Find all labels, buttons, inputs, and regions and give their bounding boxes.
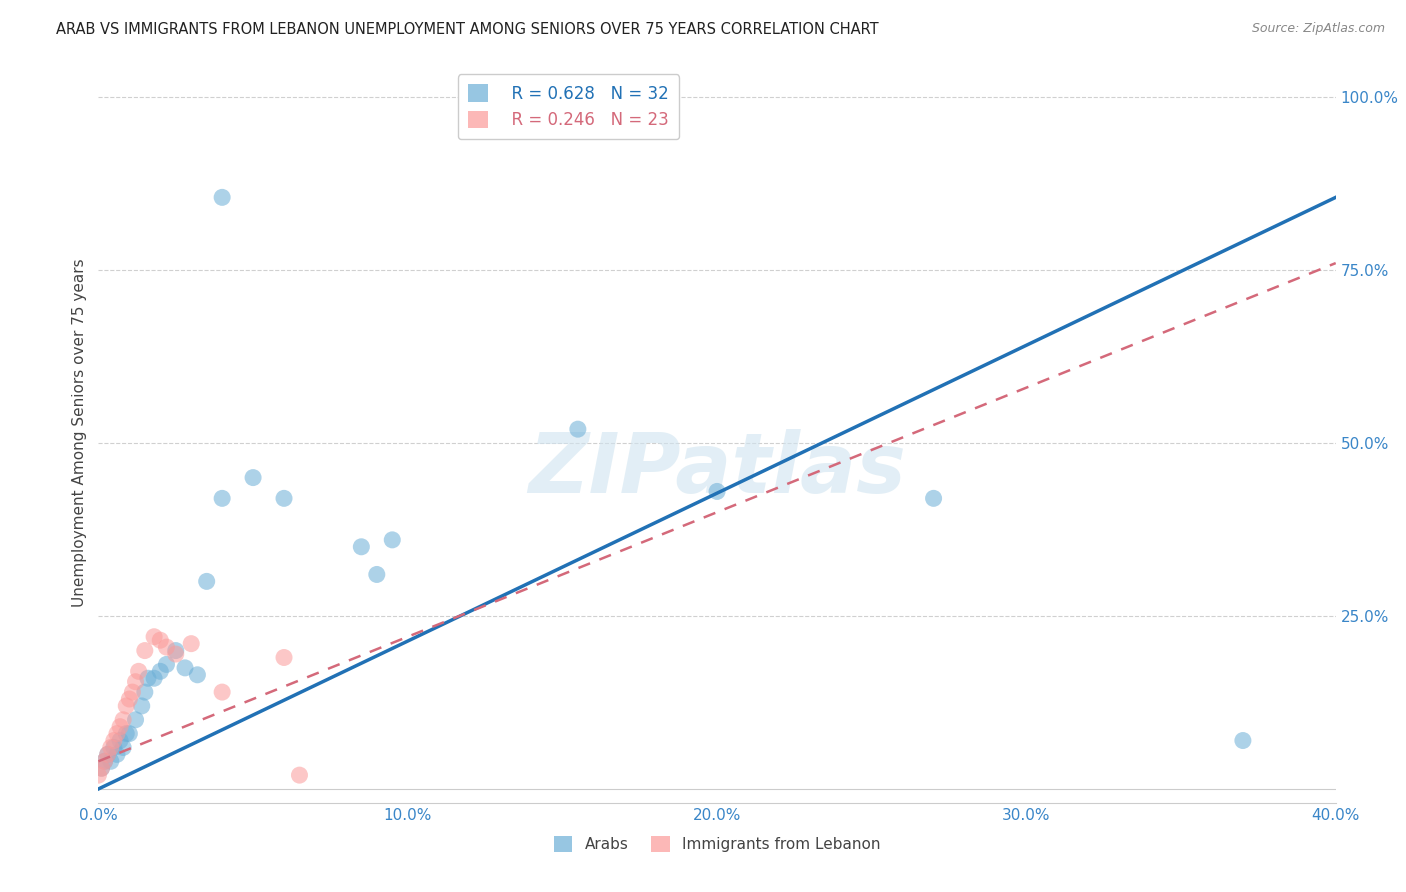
Point xyxy=(115,726,138,740)
Point xyxy=(155,640,177,654)
Point xyxy=(155,657,177,672)
Point xyxy=(115,698,138,713)
Text: Source: ZipAtlas.com: Source: ZipAtlas.com xyxy=(1251,22,1385,36)
Legend: Arabs, Immigrants from Lebanon: Arabs, Immigrants from Lebanon xyxy=(548,830,886,858)
Point xyxy=(93,754,115,768)
Point xyxy=(131,698,153,713)
Point xyxy=(100,740,122,755)
Point xyxy=(273,491,295,506)
Point xyxy=(242,470,264,484)
Point xyxy=(350,540,373,554)
Point xyxy=(100,754,122,768)
Point xyxy=(136,671,159,685)
Point xyxy=(922,491,945,506)
Point xyxy=(149,633,172,648)
Point xyxy=(97,747,120,762)
Point xyxy=(195,574,218,589)
Point xyxy=(149,665,172,679)
Point xyxy=(124,713,146,727)
Point xyxy=(134,685,156,699)
Point xyxy=(381,533,404,547)
Point xyxy=(165,647,187,661)
Point xyxy=(118,726,141,740)
Point xyxy=(103,740,125,755)
Point xyxy=(174,661,197,675)
Point xyxy=(288,768,311,782)
Y-axis label: Unemployment Among Seniors over 75 years: Unemployment Among Seniors over 75 years xyxy=(72,259,87,607)
Point xyxy=(112,740,135,755)
Point xyxy=(211,685,233,699)
Point xyxy=(112,713,135,727)
Point xyxy=(180,637,202,651)
Point xyxy=(706,484,728,499)
Point xyxy=(211,491,233,506)
Point xyxy=(87,768,110,782)
Point xyxy=(143,671,166,685)
Point xyxy=(1232,733,1254,747)
Point xyxy=(90,761,112,775)
Point xyxy=(108,720,131,734)
Point xyxy=(211,190,233,204)
Point xyxy=(134,643,156,657)
Point xyxy=(128,665,150,679)
Point xyxy=(121,685,143,699)
Point xyxy=(105,726,128,740)
Point xyxy=(108,733,131,747)
Point xyxy=(567,422,589,436)
Text: ZIPatlas: ZIPatlas xyxy=(529,429,905,510)
Point xyxy=(186,667,208,681)
Point xyxy=(366,567,388,582)
Text: ARAB VS IMMIGRANTS FROM LEBANON UNEMPLOYMENT AMONG SENIORS OVER 75 YEARS CORRELA: ARAB VS IMMIGRANTS FROM LEBANON UNEMPLOY… xyxy=(56,22,879,37)
Point xyxy=(118,692,141,706)
Point xyxy=(97,747,120,762)
Point xyxy=(103,733,125,747)
Point xyxy=(124,674,146,689)
Point xyxy=(105,747,128,762)
Point xyxy=(143,630,166,644)
Point xyxy=(90,761,112,775)
Point xyxy=(93,754,115,768)
Point xyxy=(273,650,295,665)
Point xyxy=(165,643,187,657)
